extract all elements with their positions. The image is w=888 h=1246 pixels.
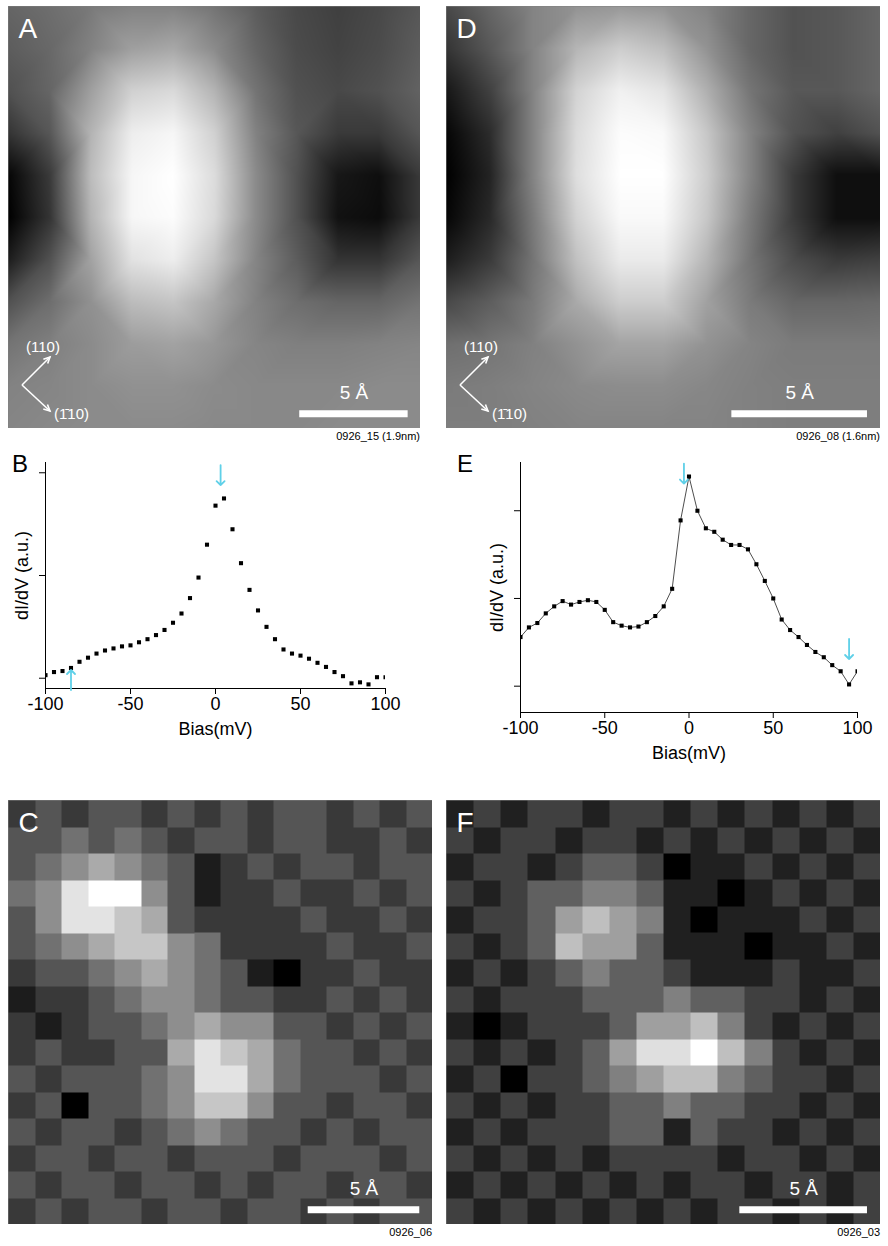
svg-text:F: F (457, 807, 474, 838)
svg-text:-50: -50 (117, 694, 143, 714)
svg-text:-100: -100 (502, 718, 538, 738)
svg-text:(110): (110) (26, 338, 60, 355)
html-text:E: E (457, 450, 473, 477)
svg-text:Bias(mV): Bias(mV) (178, 719, 252, 739)
svg-text:5 Å: 5 Å (340, 382, 369, 403)
svg-text:50: 50 (290, 694, 310, 714)
svg-text:0: 0 (684, 718, 694, 738)
svg-text:5 Å: 5 Å (785, 382, 814, 403)
svg-text:(110): (110) (464, 338, 498, 355)
svg-text:-100: -100 (27, 694, 63, 714)
svg-text:0: 0 (210, 694, 220, 714)
svg-text:dI/dV (a.u.): dI/dV (a.u.) (487, 543, 507, 632)
html-text:0926_15 (1.9nm): 0926_15 (1.9nm) (336, 430, 420, 442)
svg-text:A: A (19, 13, 38, 44)
svg-text:100: 100 (842, 718, 872, 738)
svg-text:5 Å: 5 Å (350, 1178, 379, 1199)
html-text:0926_08 (1.6nm): 0926_08 (1.6nm) (796, 430, 880, 442)
svg-text:100: 100 (370, 694, 400, 714)
svg-text:5 Å: 5 Å (789, 1178, 818, 1199)
svg-text:D: D (457, 13, 477, 44)
svg-text:(1̄10): (1̄10) (54, 405, 89, 422)
svg-text:Bias(mV): Bias(mV) (652, 743, 726, 763)
svg-text:dI/dV (a.u.): dI/dV (a.u.) (12, 531, 32, 620)
svg-text:C: C (19, 807, 39, 838)
svg-text:(1̄10): (1̄10) (492, 405, 527, 422)
svg-text:50: 50 (763, 718, 783, 738)
html-text:0926_06: 0926_06 (389, 1226, 432, 1238)
html-text:B: B (12, 450, 28, 477)
html-text:0926_03: 0926_03 (837, 1226, 880, 1238)
svg-text:-50: -50 (592, 718, 618, 738)
